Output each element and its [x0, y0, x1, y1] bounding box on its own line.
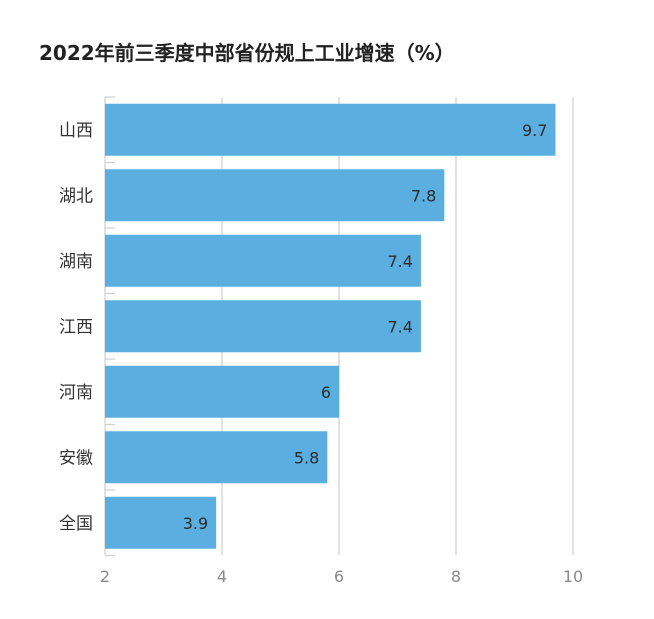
x-tick-label: 8	[451, 567, 461, 586]
category-label: 湖南	[59, 252, 93, 272]
bar	[105, 234, 421, 287]
x-tick-label: 10	[563, 567, 583, 586]
data-label: 7.8	[411, 186, 436, 205]
bar	[105, 169, 445, 222]
chart-title: 2022年前三季度中部省份规上工业增速（%）	[39, 41, 455, 65]
category-label: 江西	[59, 317, 93, 337]
bar	[105, 496, 217, 549]
x-tick-label: 6	[334, 567, 344, 586]
category-label: 全国	[59, 514, 93, 534]
category-label: 山西	[59, 121, 93, 141]
data-label: 5.8	[294, 448, 319, 467]
x-tick-label: 4	[217, 567, 227, 586]
labels: 2 4 6 8 10 山西 9.7 湖北 7.8 湖南 7.4 江西 7.4 河南 6 安徽 5.8 全国 3.9	[59, 121, 583, 586]
bar	[105, 300, 421, 353]
x-tick-label: 2	[100, 567, 110, 586]
bar	[105, 103, 556, 156]
data-label: 6	[321, 383, 331, 402]
bars	[105, 103, 556, 549]
data-label: 7.4	[387, 252, 412, 271]
category-label: 河南	[59, 383, 93, 403]
category-label: 湖北	[59, 186, 93, 206]
data-label: 9.7	[522, 121, 547, 140]
bar	[105, 431, 328, 484]
bar	[105, 365, 339, 418]
data-label: 7.4	[387, 317, 412, 336]
category-label: 安徽	[59, 448, 93, 468]
data-label: 3.9	[183, 514, 208, 533]
